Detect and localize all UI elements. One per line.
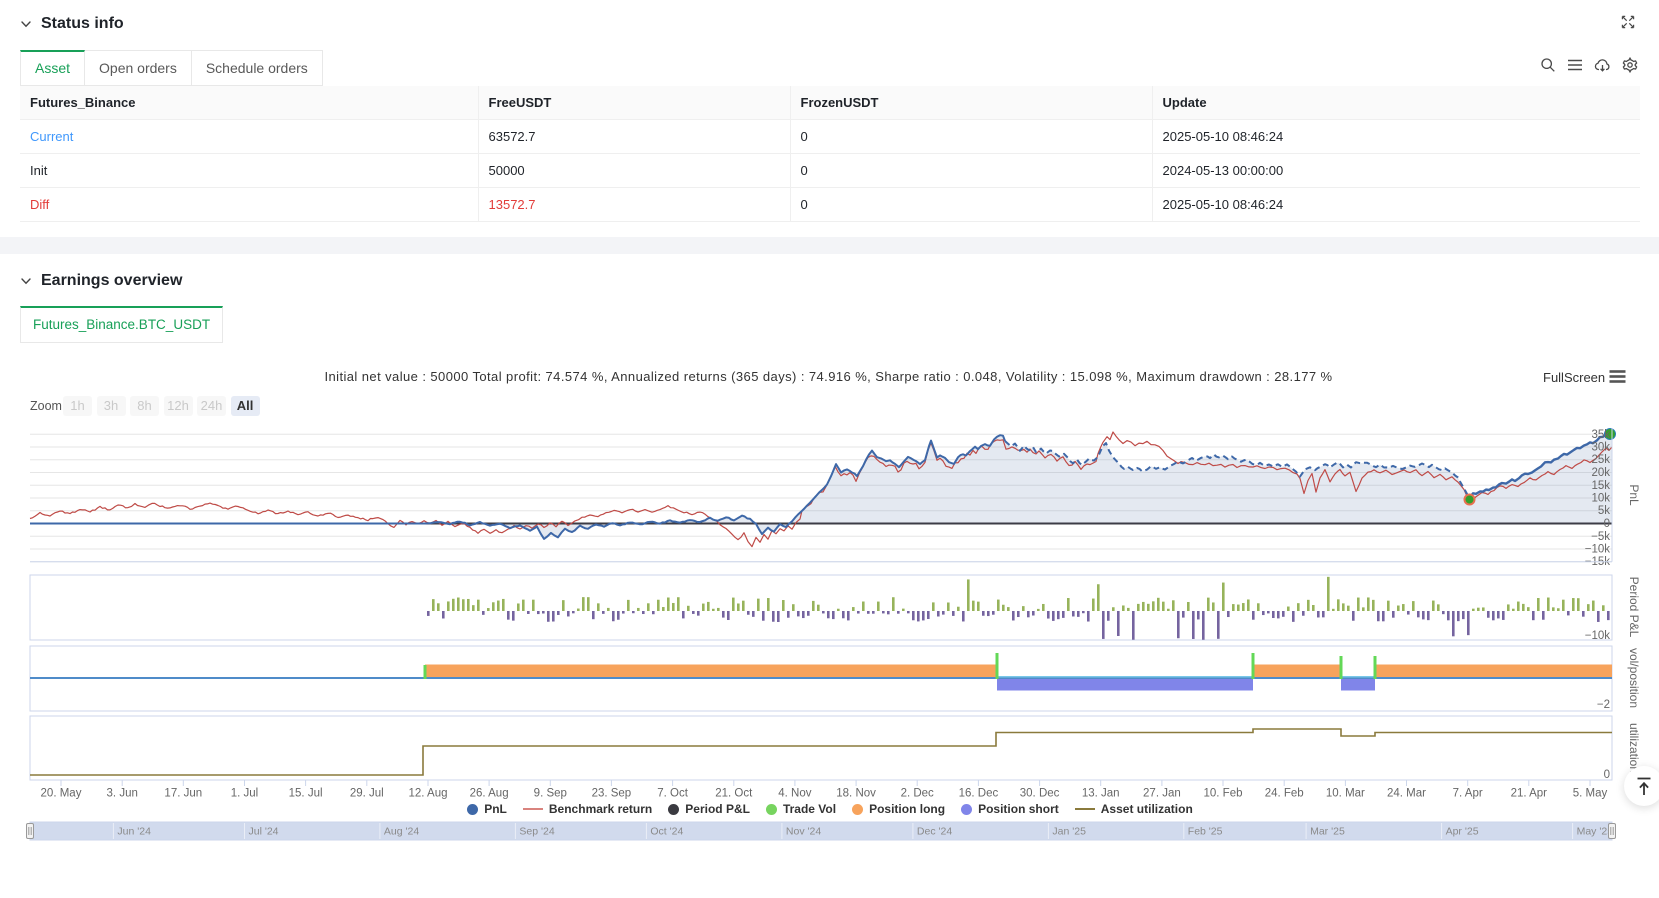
svg-text:Dec '24: Dec '24 (917, 826, 952, 838)
svg-text:Feb '25: Feb '25 (1188, 826, 1223, 838)
svg-text:May '25: May '25 (1577, 826, 1614, 838)
svg-text:29. Jul: 29. Jul (350, 788, 384, 800)
svg-text:Aug '24: Aug '24 (384, 826, 419, 838)
svg-text:26. Aug: 26. Aug (470, 788, 509, 800)
svg-text:10. Feb: 10. Feb (1204, 788, 1243, 800)
svg-text:Jun '24: Jun '24 (117, 826, 151, 838)
svg-text:20k: 20k (1591, 467, 1610, 479)
svg-text:24. Feb: 24. Feb (1265, 788, 1304, 800)
svg-text:0: 0 (1604, 518, 1610, 530)
svg-text:27. Jan: 27. Jan (1143, 788, 1181, 800)
svg-text:Jul '24: Jul '24 (249, 826, 279, 838)
svg-text:21. Apr: 21. Apr (1511, 788, 1548, 800)
svg-text:13. Jan: 13. Jan (1082, 788, 1120, 800)
svg-text:−5k: −5k (1591, 531, 1610, 543)
svg-text:Oct '24: Oct '24 (650, 826, 683, 838)
svg-text:23. Sep: 23. Sep (592, 788, 632, 800)
svg-text:−2: −2 (1597, 699, 1610, 711)
svg-text:10. Mar: 10. Mar (1326, 788, 1365, 800)
svg-text:utilization: utilization (1627, 723, 1641, 773)
svg-text:7. Oct: 7. Oct (657, 788, 688, 800)
svg-text:15. Jul: 15. Jul (289, 788, 323, 800)
svg-text:vol/position: vol/position (1627, 648, 1641, 708)
svg-text:35k: 35k (1591, 429, 1610, 441)
svg-text:4. Nov: 4. Nov (778, 788, 811, 800)
svg-text:Period P&L: Period P&L (1627, 577, 1641, 638)
svg-text:Nov '24: Nov '24 (786, 826, 821, 838)
svg-text:Jan '25: Jan '25 (1052, 826, 1086, 838)
svg-text:17. Jun: 17. Jun (164, 788, 202, 800)
svg-text:−10k: −10k (1585, 544, 1611, 556)
svg-text:30k: 30k (1591, 442, 1610, 454)
svg-text:20. May: 20. May (41, 788, 82, 800)
svg-text:3. Jun: 3. Jun (107, 788, 138, 800)
svg-text:25k: 25k (1591, 454, 1610, 466)
svg-text:Sep '24: Sep '24 (519, 826, 554, 838)
svg-text:12. Aug: 12. Aug (408, 788, 447, 800)
svg-text:PnL: PnL (1627, 484, 1641, 506)
svg-text:15k: 15k (1591, 480, 1610, 492)
svg-text:0: 0 (1604, 769, 1610, 781)
svg-text:−10k: −10k (1585, 630, 1611, 642)
svg-text:18. Nov: 18. Nov (836, 788, 876, 800)
svg-text:7. Apr: 7. Apr (1453, 788, 1483, 800)
svg-text:5k: 5k (1598, 505, 1610, 517)
svg-text:Apr '25: Apr '25 (1446, 826, 1479, 838)
svg-text:1. Jul: 1. Jul (231, 788, 259, 800)
svg-text:Mar '25: Mar '25 (1310, 826, 1345, 838)
svg-text:30. Dec: 30. Dec (1020, 788, 1060, 800)
svg-text:16. Dec: 16. Dec (959, 788, 999, 800)
svg-text:9. Sep: 9. Sep (534, 788, 567, 800)
svg-text:2. Dec: 2. Dec (901, 788, 934, 800)
svg-text:21. Oct: 21. Oct (715, 788, 753, 800)
svg-text:10k: 10k (1591, 493, 1610, 505)
svg-text:5. May: 5. May (1573, 788, 1608, 800)
svg-text:24. Mar: 24. Mar (1387, 788, 1426, 800)
